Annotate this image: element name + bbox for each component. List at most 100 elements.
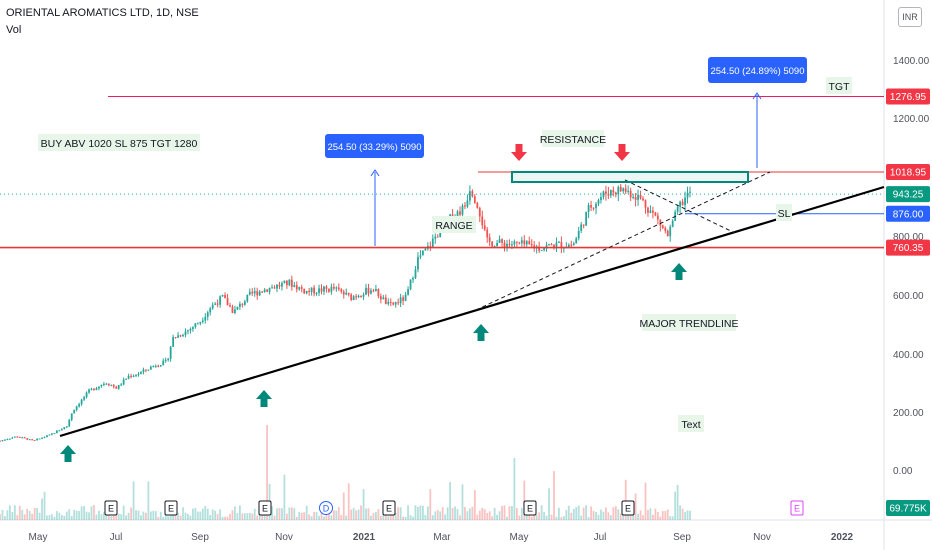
major-trendline-label-bg[interactable] <box>642 314 736 331</box>
earnings-marker[interactable] <box>104 500 118 516</box>
candle-body <box>580 224 583 231</box>
candle-body <box>4 439 6 441</box>
volume-bar <box>112 515 115 520</box>
earnings-marker[interactable] <box>164 500 178 516</box>
candle-body <box>238 303 241 307</box>
volume-bar <box>666 509 669 520</box>
earnings-marker-label: E <box>625 504 631 514</box>
volume-bar <box>256 515 259 520</box>
volume-bar <box>580 515 583 520</box>
volume-bar <box>454 506 456 520</box>
volume-bar <box>179 515 182 520</box>
candle-body <box>402 297 405 301</box>
earnings-marker-upcoming[interactable] <box>790 500 804 516</box>
volume-bar <box>684 512 686 520</box>
price-badge-label-TGT: 1276.95 <box>890 92 927 103</box>
dividend-marker[interactable] <box>319 501 333 515</box>
candle-body <box>68 419 71 427</box>
candle-body <box>33 440 36 442</box>
price-badge-TGT[interactable] <box>886 88 930 105</box>
text-annotation-bg[interactable] <box>678 415 704 432</box>
volume-bar <box>231 510 234 520</box>
candle-body <box>627 190 630 192</box>
support-arrow-up <box>671 263 687 280</box>
volume-bar <box>372 513 375 520</box>
currency-button[interactable]: INR <box>898 7 922 27</box>
volume-indicator-label[interactable]: Vol <box>6 24 22 36</box>
volume-bar <box>46 515 48 520</box>
candle-body <box>241 303 244 305</box>
volume-bar <box>281 508 283 520</box>
volume-bar <box>6 510 9 520</box>
volume-bar <box>508 506 511 520</box>
candle-body <box>177 335 179 338</box>
volume-bar <box>226 516 229 520</box>
candle-body <box>473 196 476 203</box>
volume-bar <box>587 516 590 520</box>
tgt-label-bg[interactable] <box>826 77 852 94</box>
support-arrow-up <box>473 324 489 341</box>
candle-body <box>600 197 602 201</box>
volume-bar <box>246 513 249 520</box>
x-tick-label: Nov <box>753 532 771 543</box>
candle-body <box>6 439 9 441</box>
volume-bar <box>243 513 246 520</box>
candle-body <box>209 308 212 313</box>
buy-note-label-bg[interactable] <box>38 134 200 151</box>
resistance-label-bg[interactable] <box>542 130 604 147</box>
candle-body <box>122 379 125 385</box>
volume-bar <box>95 514 98 520</box>
measure-1-badge[interactable] <box>325 134 424 158</box>
candle-body <box>629 190 632 198</box>
price-badge-resistance[interactable] <box>886 163 930 180</box>
price-badge-support[interactable] <box>886 239 930 256</box>
volume-bar <box>21 509 24 520</box>
volume-badge-label: 69.775K <box>889 504 927 515</box>
volume-bar <box>365 508 367 520</box>
x-tick-label: Mar <box>433 532 451 543</box>
candle-body <box>520 240 523 244</box>
volume-bar <box>535 514 538 520</box>
volume-bar <box>172 514 175 520</box>
x-tick-label: Sep <box>191 532 209 543</box>
candle-body <box>656 215 659 220</box>
volume-badge[interactable] <box>886 500 930 516</box>
candle-body <box>622 188 625 192</box>
volume-bar <box>194 507 197 520</box>
candle-body <box>137 374 140 376</box>
range-label-bg[interactable] <box>432 216 476 233</box>
volume-bar <box>357 509 360 520</box>
buy-note-label: BUY ABV 1020 SL 875 TGT 1280 <box>41 138 198 150</box>
earnings-marker[interactable] <box>523 500 537 516</box>
earnings-marker[interactable] <box>382 500 396 516</box>
candle-body <box>325 286 328 289</box>
candle-body <box>328 288 330 292</box>
volume-bar <box>248 512 251 520</box>
candle-body <box>661 225 664 228</box>
volume-bar <box>1 509 4 520</box>
volume-bar <box>402 516 405 520</box>
candle-body <box>48 434 51 436</box>
volume-bar <box>664 510 667 520</box>
earnings-marker[interactable] <box>258 500 272 516</box>
measure-1-arrow <box>370 169 380 177</box>
volume-bar <box>347 483 350 520</box>
earnings-marker[interactable] <box>621 500 635 516</box>
candle-body <box>323 286 325 292</box>
candle-body <box>619 186 622 192</box>
resistance-box[interactable] <box>511 171 749 183</box>
sl-label-bg[interactable] <box>776 204 792 221</box>
measure-2-badge[interactable] <box>708 57 807 83</box>
volume-bar <box>102 512 105 520</box>
price-badge-SL[interactable] <box>886 205 930 222</box>
volume-bar <box>367 508 370 520</box>
volume-bar <box>612 507 615 520</box>
volume-bar <box>295 516 298 520</box>
volume-bar <box>43 491 46 520</box>
volume-bar <box>60 515 63 520</box>
candle-body <box>278 284 281 287</box>
candle-body <box>597 200 600 204</box>
volume-bar <box>224 516 226 520</box>
price-badge-last[interactable] <box>886 186 930 203</box>
